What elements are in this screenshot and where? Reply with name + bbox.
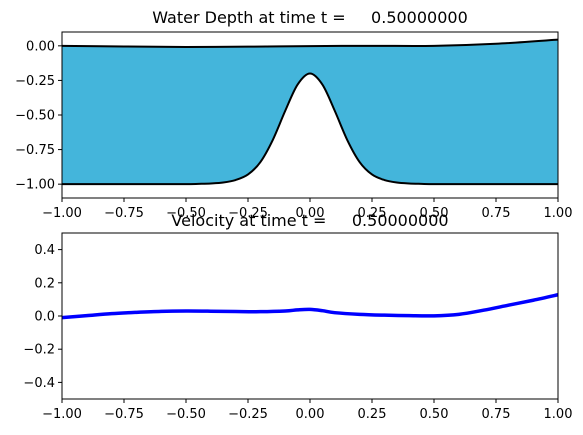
- depth-x-tick-label: −1.00: [42, 206, 82, 221]
- depth-x-tick-label: 0.25: [358, 206, 387, 221]
- velocity-x-tick-label: −0.25: [228, 407, 268, 422]
- depth-x-tick-label: −0.75: [104, 206, 144, 221]
- depth-plot-area: [61, 38, 559, 186]
- velocity-axes-frame: [61, 232, 559, 400]
- depth-x-axis: −1.00 −0.75 −0.50 −0.25 0.00 0.25 0.50 0.75 1.00: [42, 198, 572, 221]
- velocity-x-tick-label: 0.25: [358, 407, 387, 422]
- depth-x-tick-label: −0.50: [166, 206, 206, 221]
- velocity-y-tick-label: 0.0: [34, 310, 55, 325]
- depth-chart: −1.00 −0.75 −0.50 −0.25 0.00 0.25 0.50 0.75 1.00…: [15, 8, 572, 221]
- depth-y-tick-label: −0.50: [15, 109, 55, 124]
- depth-x-tick-label: 1.00: [544, 206, 573, 221]
- velocity-x-tick-label: −1.00: [42, 407, 82, 422]
- velocity-x-tick-label: −0.50: [166, 407, 206, 422]
- velocity-series-line: [61, 293, 559, 320]
- velocity-x-tick-label: 0.50: [420, 407, 449, 422]
- velocity-chart: −1.00 −0.75 −0.50 −0.25 0.00 0.25 0.50 0.75 1.00…: [23, 211, 572, 422]
- depth-y-axis: 0.00 −0.25 −0.50 −0.75 −1.00: [15, 39, 62, 193]
- velocity-x-tick-label: −0.75: [104, 407, 144, 422]
- velocity-x-tick-label: 1.00: [544, 407, 573, 422]
- velocity-x-axis: −1.00 −0.75 −0.50 −0.25 0.00 0.25 0.50 0.75 1.00: [42, 399, 572, 422]
- water-surface-line: [61, 38, 559, 48]
- depth-y-tick-label: −0.25: [15, 74, 55, 89]
- velocity-y-tick-label: −0.2: [23, 343, 55, 358]
- depth-x-tick-label: 0.75: [482, 206, 511, 221]
- velocity-y-tick-label: −0.4: [23, 376, 55, 391]
- depth-y-tick-label: −0.75: [15, 143, 55, 158]
- depth-x-tick-label: −0.25: [228, 206, 268, 221]
- bottom-topography-line: [61, 72, 558, 186]
- velocity-y-tick-label: 0.4: [34, 243, 55, 258]
- water-fill-area: [62, 39, 558, 185]
- velocity-chart-title: Velocity at time t = 0.50000000: [171, 211, 448, 230]
- depth-chart-title: Water Depth at time t = 0.50000000: [152, 8, 468, 27]
- velocity-x-tick-label: 0.00: [296, 407, 325, 422]
- velocity-x-tick-label: 0.75: [482, 407, 511, 422]
- depth-x-tick-label: 0.00: [296, 206, 325, 221]
- velocity-plot-area: [61, 293, 559, 320]
- depth-y-tick-label: −1.00: [15, 178, 55, 193]
- velocity-y-axis: 0.4 0.2 0.0 −0.2 −0.4: [23, 243, 62, 391]
- velocity-y-tick-label: 0.2: [34, 276, 55, 291]
- depth-y-tick-label: 0.00: [26, 39, 55, 54]
- depth-x-tick-label: 0.50: [420, 206, 449, 221]
